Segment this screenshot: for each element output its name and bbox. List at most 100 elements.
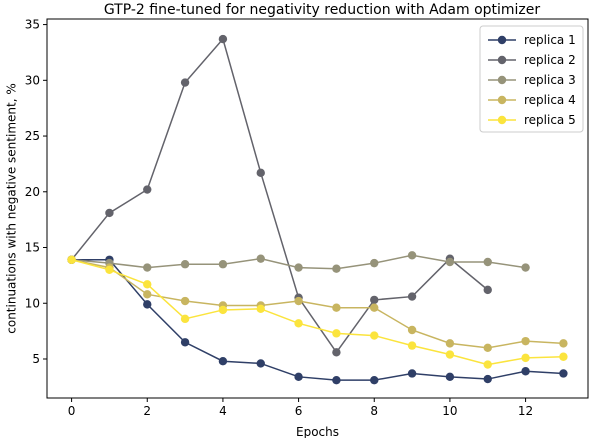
y-tick-label: 35 xyxy=(25,18,40,32)
y-tick-label: 25 xyxy=(25,129,40,143)
data-point xyxy=(143,280,152,289)
y-tick-label: 10 xyxy=(25,296,40,310)
series-line xyxy=(71,259,564,349)
x-axis-label: Epochs xyxy=(296,425,339,438)
data-point xyxy=(332,329,341,338)
legend-label: replica 4 xyxy=(524,93,576,107)
data-point xyxy=(559,369,568,378)
data-point xyxy=(559,352,568,361)
data-point xyxy=(370,295,379,305)
legend-swatch-marker xyxy=(497,75,507,85)
data-point xyxy=(483,285,492,295)
data-point xyxy=(180,338,190,347)
data-point xyxy=(559,339,568,348)
legend-label: replica 5 xyxy=(524,113,576,127)
series-line xyxy=(71,259,564,366)
legend-swatch-marker xyxy=(497,115,507,125)
data-point xyxy=(256,359,265,368)
x-tick-label: 10 xyxy=(442,404,457,418)
data-point xyxy=(370,303,379,312)
y-tick-label: 30 xyxy=(25,73,40,87)
data-point xyxy=(180,314,190,324)
legend-swatch-marker xyxy=(497,35,507,45)
series-line xyxy=(71,37,489,354)
legend-label: replica 2 xyxy=(524,53,576,67)
data-point xyxy=(445,339,455,348)
series-replica-3 xyxy=(67,251,530,273)
data-point xyxy=(483,374,492,384)
data-point xyxy=(407,292,417,301)
data-point xyxy=(370,258,379,268)
data-point xyxy=(370,375,379,385)
x-tick-label: 6 xyxy=(295,404,303,418)
data-point xyxy=(332,264,341,273)
series-replica-4 xyxy=(67,255,568,353)
series-replica-5 xyxy=(67,255,568,369)
data-point xyxy=(407,369,417,378)
data-point xyxy=(143,300,152,309)
data-point xyxy=(218,34,228,44)
y-axis-label: continuations with negative sentiment, % xyxy=(5,83,19,333)
data-point xyxy=(143,290,152,299)
data-point xyxy=(218,260,228,269)
data-point xyxy=(180,78,190,87)
data-point xyxy=(67,255,76,264)
data-point xyxy=(483,343,492,353)
data-point xyxy=(105,208,114,218)
data-point xyxy=(407,341,417,350)
data-point xyxy=(483,257,492,267)
axis-ticks: 0 2 4 6 8 10 12 5 10 15 20 25 30 35 xyxy=(25,18,533,418)
data-point xyxy=(256,168,265,178)
data-point xyxy=(445,350,455,359)
y-tick-label: 20 xyxy=(25,185,40,199)
data-point xyxy=(445,372,455,382)
legend-item: replica 3 xyxy=(488,73,576,87)
legend-item: replica 4 xyxy=(488,93,576,107)
x-tick-label: 8 xyxy=(370,404,378,418)
plot-area xyxy=(67,34,568,385)
legend-item: replica 2 xyxy=(488,53,576,67)
data-point xyxy=(370,331,379,340)
y-tick-label: 15 xyxy=(25,241,40,255)
data-point xyxy=(256,304,265,314)
data-point xyxy=(407,251,417,260)
data-point xyxy=(105,265,114,275)
data-point xyxy=(521,353,530,363)
data-point xyxy=(294,372,303,382)
legend-item: replica 1 xyxy=(488,33,576,47)
data-point xyxy=(180,260,190,269)
data-point xyxy=(445,257,455,267)
data-point xyxy=(332,303,341,312)
data-point xyxy=(521,367,530,376)
series-line xyxy=(71,259,564,381)
data-point xyxy=(407,325,417,335)
x-tick-label: 0 xyxy=(68,404,76,418)
data-point xyxy=(143,185,152,194)
data-point xyxy=(180,296,190,306)
data-point xyxy=(294,263,303,272)
data-point xyxy=(521,336,530,346)
series-replica-2 xyxy=(67,34,492,357)
legend: replica 1 replica 2 replica 3 replica 4 repl… xyxy=(479,25,584,133)
x-tick-label: 2 xyxy=(143,404,151,418)
data-point xyxy=(483,360,492,369)
data-point xyxy=(294,319,303,328)
y-tick-label: 5 xyxy=(32,352,40,366)
chart-title: GTP-2 fine-tuned for negativity reductio… xyxy=(104,2,541,18)
data-point xyxy=(521,263,530,272)
legend-item: replica 5 xyxy=(488,113,576,127)
data-point xyxy=(332,375,341,385)
data-point xyxy=(143,263,152,272)
legend-label: replica 3 xyxy=(524,73,576,87)
x-tick-label: 4 xyxy=(219,404,227,418)
x-tick-label: 12 xyxy=(518,404,533,418)
axes-frame xyxy=(46,18,589,399)
data-point xyxy=(218,305,228,315)
legend-swatch-marker xyxy=(497,95,507,105)
legend-label: replica 1 xyxy=(524,33,576,47)
data-point xyxy=(294,296,303,306)
legend-box xyxy=(479,25,584,133)
legend-swatch-marker xyxy=(497,55,507,65)
data-point xyxy=(332,348,341,357)
